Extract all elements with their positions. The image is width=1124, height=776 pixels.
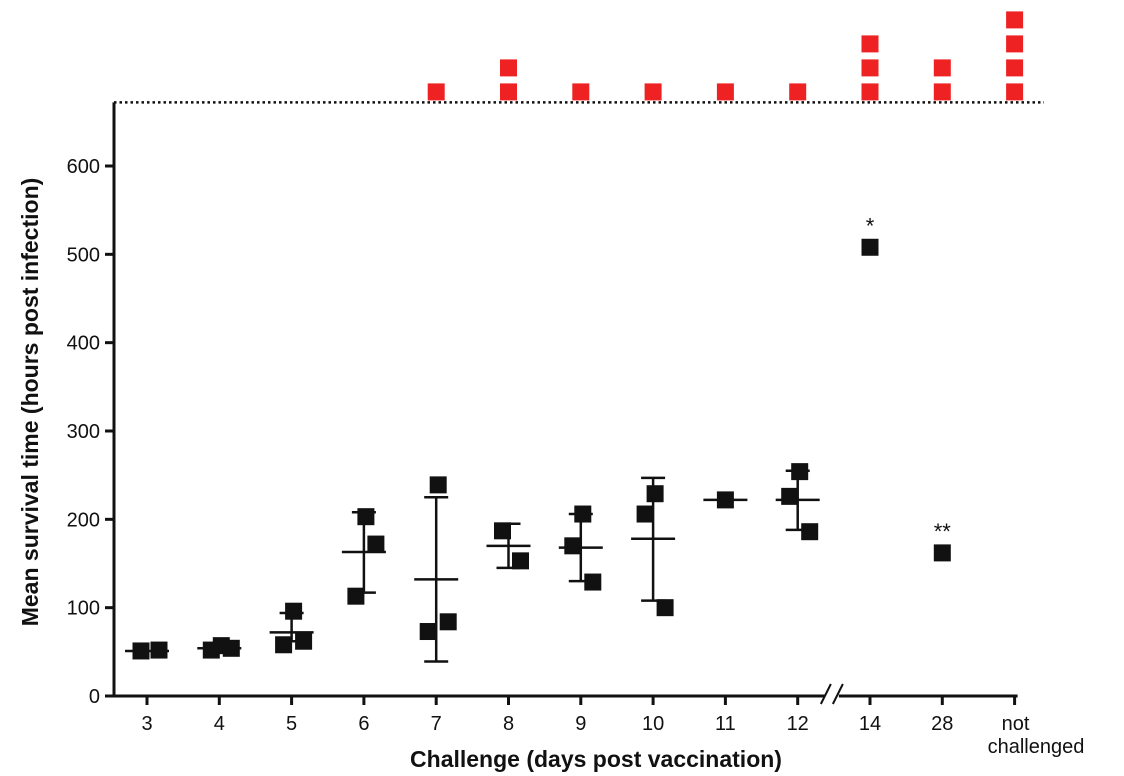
x-tick-label: 9 xyxy=(575,713,586,735)
x-tick-label: 8 xyxy=(503,713,514,735)
died-point xyxy=(429,476,447,494)
survivor-point xyxy=(644,83,662,101)
died-point xyxy=(275,636,293,654)
x-tick-label: 28 xyxy=(931,713,953,735)
died-point xyxy=(781,487,799,505)
y-tick-label: 0 xyxy=(89,686,100,708)
died-point xyxy=(285,602,303,620)
died-point xyxy=(367,535,385,553)
x-tick-label: 10 xyxy=(642,713,664,735)
died-point xyxy=(439,613,457,631)
survivor-point xyxy=(572,83,590,101)
survivor-point xyxy=(861,35,879,53)
died-point xyxy=(564,537,582,555)
died-point xyxy=(494,522,511,540)
survivor-point xyxy=(427,83,445,101)
x-tick-label: 12 xyxy=(787,713,809,735)
survivor-point xyxy=(933,59,951,77)
plot-area: 0 100 200 300 400 500 600 3 4 5 6 7 8 9 10 11 12 14 28 notc… xyxy=(67,11,1085,758)
died-point xyxy=(512,552,529,570)
x-tick-label: 7 xyxy=(431,713,442,735)
survivor-point xyxy=(861,59,879,77)
x-axis-title: Challenge (days post vaccination) xyxy=(410,746,782,772)
x-tick-label: 3 xyxy=(141,713,152,735)
survivor-point xyxy=(500,83,517,101)
died-point xyxy=(656,599,674,617)
axis-break-mark xyxy=(819,683,832,705)
y-tick-label: 300 xyxy=(67,421,100,443)
significance-label: * xyxy=(866,213,875,238)
survivor-point xyxy=(1006,35,1024,53)
died-point xyxy=(357,508,375,526)
x-tick-label: 11 xyxy=(715,713,736,735)
x-tick-label: 4 xyxy=(214,713,225,735)
y-tick-label: 100 xyxy=(67,598,100,620)
survivor-point xyxy=(789,83,807,101)
significance-label: ** xyxy=(934,519,952,544)
y-axis-title: Mean survival time (hours post infection… xyxy=(17,178,43,627)
died-point xyxy=(419,623,437,641)
died-point xyxy=(202,641,220,659)
died-point xyxy=(801,523,819,541)
x-tick-label: 14 xyxy=(859,713,881,735)
survivor-point xyxy=(1006,59,1024,77)
survivor-point xyxy=(1006,83,1024,101)
x-tick-label: challenged xyxy=(988,736,1085,758)
survivor-point xyxy=(500,59,517,77)
y-tick-label: 500 xyxy=(67,244,100,266)
x-tick-label: not xyxy=(1002,713,1030,735)
died-point xyxy=(347,587,365,605)
y-tick-label: 200 xyxy=(67,509,100,531)
died-point xyxy=(636,505,654,523)
survivor-point xyxy=(933,83,951,101)
y-tick-label: 600 xyxy=(67,156,100,178)
survivor-point xyxy=(716,83,734,101)
y-tick-label: 400 xyxy=(67,333,100,355)
survivor-point xyxy=(861,83,879,101)
died-point xyxy=(861,238,879,256)
x-tick-label: 5 xyxy=(286,713,297,735)
x-tick-label: 6 xyxy=(358,713,369,735)
died-point xyxy=(933,544,951,562)
axis-break-mark xyxy=(831,683,844,705)
died-point xyxy=(646,485,664,503)
survivor-point xyxy=(1006,11,1024,29)
